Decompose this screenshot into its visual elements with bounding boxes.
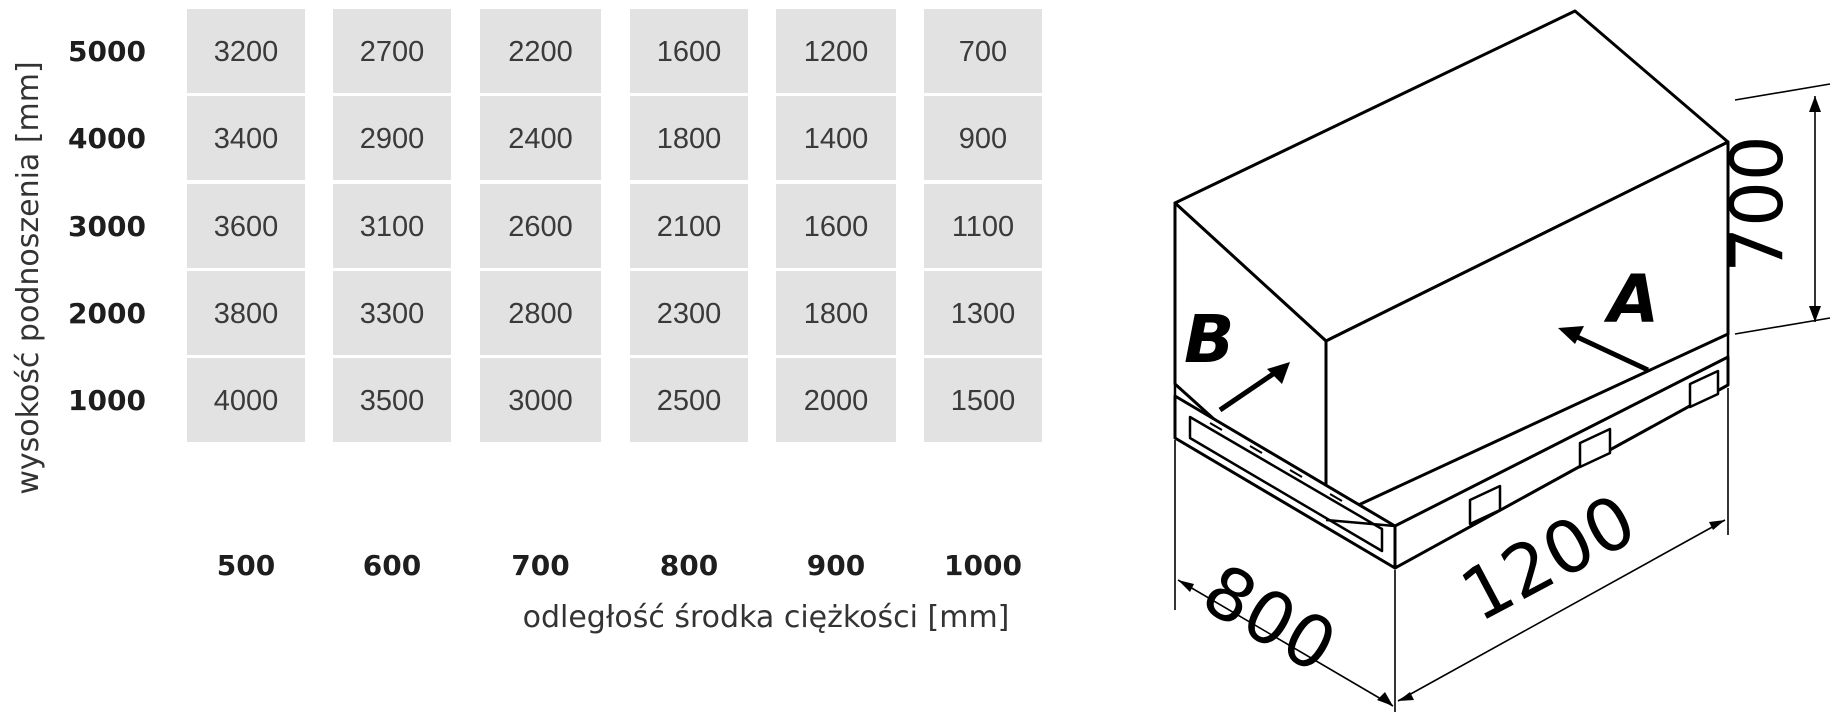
cell-value: 2100 [657, 211, 722, 243]
y-tick-label: 1000 [68, 384, 146, 417]
table-cell [630, 9, 748, 93]
table-cell [776, 9, 896, 93]
point-a-label: A [1603, 261, 1659, 338]
cell-value: 3200 [214, 36, 279, 68]
y-axis-ticks: 5000 4000 3000 2000 1000 [68, 35, 146, 417]
table-cell [480, 358, 601, 442]
cell-value: 2900 [360, 123, 425, 155]
table-cell [630, 184, 748, 268]
cell-value: 1100 [952, 211, 1014, 243]
x-tick-label: 1000 [944, 549, 1022, 582]
cell-value: 2000 [804, 385, 869, 417]
cell-value: 900 [959, 123, 1007, 155]
x-axis-ticks: 500 600 700 800 900 1000 [217, 549, 1022, 582]
arrow-b [1218, 362, 1290, 413]
table-cell [187, 96, 305, 180]
table-cell [187, 271, 305, 355]
table-cell [776, 271, 896, 355]
cell-value: 4000 [214, 385, 279, 417]
x-tick-label: 900 [807, 549, 865, 582]
cell-value: 3500 [360, 385, 425, 417]
table-cell [480, 271, 601, 355]
y-tick-label: 3000 [68, 210, 146, 243]
cell-value: 2200 [508, 36, 573, 68]
cell-value: 1800 [657, 123, 722, 155]
pallet [1173, 334, 1730, 570]
chart-cells: 3200 2700 2200 1600 1200 700 3400 2900 2400 1800 1… [187, 9, 1042, 442]
table-cell [776, 358, 896, 442]
dim-height-label: 700 [1715, 135, 1799, 272]
table-cell [776, 96, 896, 180]
load-chart: 3200 2700 2200 1600 1200 700 3400 2900 2400 1800 1… [11, 9, 1042, 635]
cell-value: 1400 [804, 123, 869, 155]
table-cell [924, 184, 1042, 268]
cell-value: 2600 [508, 211, 573, 243]
cell-value: 2800 [508, 298, 573, 330]
table-cell [776, 184, 896, 268]
table-cell [333, 96, 451, 180]
cell-value: 1500 [951, 385, 1016, 417]
dim-width-label: 800 [1189, 548, 1350, 689]
table-cell [333, 358, 451, 442]
cell-value: 3000 [508, 385, 573, 417]
table-cell [187, 9, 305, 93]
table-cell [924, 358, 1042, 442]
table-cell [333, 271, 451, 355]
table-cell [333, 184, 451, 268]
cell-value: 3400 [214, 123, 279, 155]
table-cell [924, 271, 1042, 355]
cell-value: 1600 [804, 211, 869, 243]
cell-value: 3800 [214, 298, 279, 330]
x-tick-label: 800 [660, 549, 718, 582]
table-cell [924, 9, 1042, 93]
cell-value: 1300 [951, 298, 1016, 330]
arrow-a [1558, 326, 1650, 373]
cell-value: 2400 [508, 123, 573, 155]
cell-value: 2700 [360, 36, 425, 68]
pallet-diagram: 700 1200 800 A B [1173, 9, 1831, 712]
y-tick-label: 2000 [68, 297, 146, 330]
cell-value: 2300 [657, 298, 722, 330]
x-tick-label: 700 [511, 549, 569, 582]
dimension-arrowheads [1178, 96, 1821, 706]
y-axis-label: wysokość podnoszenia [mm] [11, 61, 46, 494]
x-tick-label: 500 [217, 549, 275, 582]
cell-value: 3600 [214, 211, 279, 243]
cell-value: 700 [959, 36, 1007, 68]
table-cell [187, 358, 305, 442]
cell-value: 3300 [360, 298, 425, 330]
cell-value: 1200 [804, 36, 869, 68]
table-cell [630, 96, 748, 180]
point-b-label: B [1184, 301, 1234, 378]
cell-value: 1800 [804, 298, 869, 330]
cell-value: 1600 [657, 36, 722, 68]
table-cell [187, 184, 305, 268]
y-tick-label: 5000 [68, 35, 146, 68]
cell-value: 2500 [657, 385, 722, 417]
y-tick-label: 4000 [68, 122, 146, 155]
table-cell [924, 96, 1042, 180]
cell-value: 3100 [360, 211, 425, 243]
dimension-lines [1174, 83, 1831, 712]
table-cell [480, 96, 601, 180]
table-cell [630, 358, 748, 442]
table-cell [333, 9, 451, 93]
x-tick-label: 600 [363, 549, 421, 582]
table-cell [630, 271, 748, 355]
x-axis-label: odległość środka ciężkości [mm] [523, 600, 1010, 635]
table-cell [480, 184, 601, 268]
table-cell [480, 9, 601, 93]
